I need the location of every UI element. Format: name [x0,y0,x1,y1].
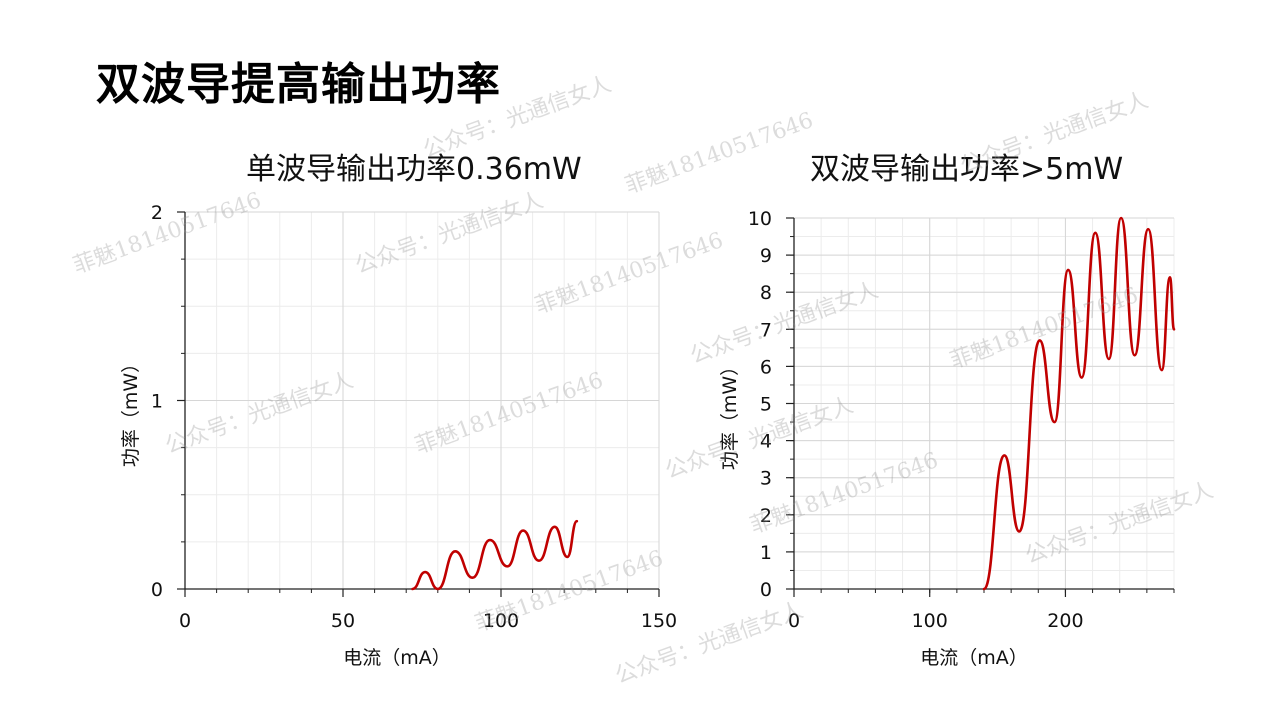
left-y-tick-label: 2 [151,202,163,224]
chart-title-dual-waveguide: 双波导输出功率>5mW [810,152,1124,187]
left-x-tick-label: 100 [483,610,519,632]
right-x-axis-label: 电流（mA） [920,647,1028,669]
right-y-tick-label: 1 [760,542,772,564]
right-y-tick-label: 2 [760,505,772,527]
right-y-tick-label: 4 [760,431,772,453]
right-y-tick-label: 3 [760,468,772,490]
left-x-tick-label: 150 [641,610,677,632]
left-x-tick-label: 0 [179,610,191,632]
left-x-tick-label: 50 [331,610,355,632]
chart-title-single-waveguide: 单波导输出功率0.36mW [246,152,582,187]
right-y-tick-label: 8 [760,282,772,304]
right-y-tick-label: 9 [760,245,772,267]
left-power-curve [411,519,579,591]
left-y-tick-label: 0 [151,579,163,601]
right-y-axis-label: 功率（mW） [719,357,741,470]
left-y-tick-label: 1 [151,391,163,413]
right-power-curve [982,216,1176,591]
right-y-tick-label: 0 [760,579,772,601]
slide-title: 双波导提高输出功率 [96,59,501,110]
right-y-tick-label: 6 [760,356,772,378]
right-x-tick-label: 0 [788,610,800,632]
left-y-axis-label: 功率（mW） [120,354,142,467]
right-y-tick-label: 10 [748,208,772,230]
right-y-tick-label: 5 [760,394,772,416]
left-x-axis-label: 电流（mA） [343,647,451,669]
right-x-tick-label: 200 [1047,610,1083,632]
right-x-tick-label: 100 [912,610,948,632]
right-y-tick-label: 7 [760,319,772,341]
